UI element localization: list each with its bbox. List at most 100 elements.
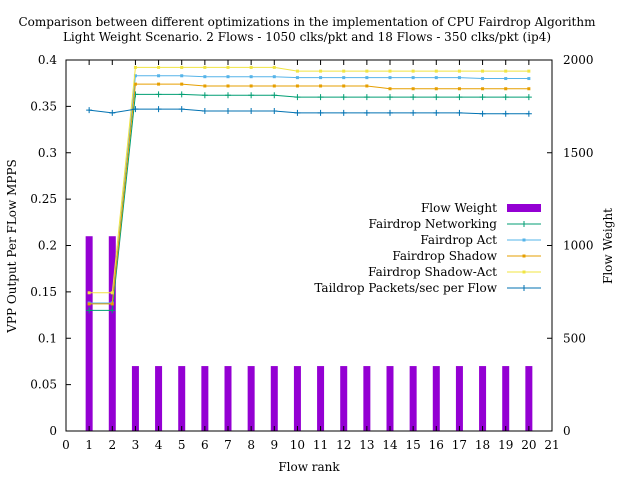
legend-marker-2: [522, 238, 526, 242]
y-tick-label-8: 0.4: [38, 53, 57, 67]
series-4-point-10: [294, 109, 301, 116]
series-3-point-7: [226, 65, 230, 69]
legend-label-2: Fairdrop Act: [420, 233, 497, 247]
x-tick-label-5: 5: [178, 438, 186, 452]
series-1-point-12: [342, 76, 346, 80]
series-1-point-6: [203, 75, 207, 79]
legend-marker-3: [522, 254, 526, 258]
ticks-layer: 0 1 2 3 4 5 6 7 8 9 10 11 12 13 14 15 16 17 18 19 20 2100.050…: [30, 53, 593, 452]
series-1-point-13: [365, 76, 369, 80]
series-3-point-8: [249, 65, 253, 69]
series-3-point-20: [527, 69, 531, 73]
series-3-point-9: [272, 65, 276, 69]
legend-label-0: Flow Weight: [421, 201, 497, 215]
bar-flow-weight-7: [224, 366, 232, 431]
legend-label-4: Fairdrop Shadow-Act: [368, 265, 497, 279]
series-3-point-16: [434, 69, 438, 73]
series-0-point-19: [502, 94, 509, 101]
series-4-point-13: [363, 109, 370, 116]
series-3-point-1: [87, 291, 91, 295]
series-0-point-9: [271, 92, 278, 99]
x-tick-label-13: 13: [359, 438, 374, 452]
series-3-point-15: [411, 69, 415, 73]
x-tick-label-2: 2: [108, 438, 116, 452]
y-tick-label-2: 0.1: [38, 331, 57, 345]
series-0-point-17: [456, 94, 463, 101]
y-axis-label: VPP Output Per FLow MPPS: [5, 159, 19, 334]
series-0-point-11: [317, 94, 324, 101]
x-tick-label-10: 10: [290, 438, 305, 452]
x-tick-label-15: 15: [406, 438, 421, 452]
x-tick-label-4: 4: [155, 438, 163, 452]
x-tick-label-1: 1: [85, 438, 93, 452]
legend-marker-5: [521, 285, 527, 291]
x-tick-label-19: 19: [498, 438, 513, 452]
y-tick-label-4: 0.2: [38, 239, 57, 253]
series-0-point-6: [201, 92, 208, 99]
series-2-point-12: [342, 84, 346, 88]
series-3-point-2: [110, 291, 114, 295]
bar-flow-weight-16: [432, 366, 440, 431]
series-2-point-9: [272, 84, 276, 88]
series-line-4: [89, 108, 529, 115]
series-4-point-6: [201, 108, 208, 115]
bar-flow-weight-20: [525, 366, 533, 431]
y2-tick-label-3: 1500: [563, 146, 594, 160]
series-4-point-14: [387, 109, 393, 116]
series-3-point-10: [295, 69, 299, 73]
series-2-point-2: [110, 302, 114, 306]
y-tick-label-0: 0: [49, 424, 57, 438]
legend-label-1: Fairdrop Networking: [368, 217, 497, 231]
series-4-point-5: [178, 106, 185, 113]
bar-flow-weight-11: [317, 366, 325, 431]
series-3-point-6: [203, 65, 207, 69]
series-0-point-15: [410, 94, 417, 101]
series-3-point-5: [180, 65, 184, 69]
series-2-point-8: [249, 84, 253, 88]
series-1-point-4: [157, 74, 161, 78]
series-1-point-15: [411, 76, 415, 80]
y-tick-label-1: 0.05: [30, 378, 57, 392]
series-0-point-7: [225, 92, 231, 99]
series-1-point-11: [319, 76, 323, 80]
series-3-point-4: [157, 65, 161, 69]
x-tick-label-14: 14: [382, 438, 398, 452]
series-2-point-17: [457, 87, 461, 91]
series-0-point-12: [340, 94, 347, 101]
series-1-point-16: [434, 76, 438, 80]
series-4-point-8: [248, 108, 255, 115]
series-4-point-1: [86, 107, 93, 114]
x-tick-label-12: 12: [336, 438, 351, 452]
series-4-point-2: [109, 109, 116, 116]
series-4-point-7: [225, 108, 231, 115]
y-tick-label-6: 0.3: [38, 146, 57, 160]
series-4-point-3: [132, 106, 139, 113]
series-2-point-7: [226, 84, 230, 88]
x-tick-label-0: 0: [62, 438, 70, 452]
series-3-point-18: [481, 69, 485, 73]
y2-tick-label-0: 0: [563, 424, 571, 438]
series-4-point-4: [155, 106, 162, 113]
series-4-point-20: [525, 110, 532, 117]
y2-tick-label-1: 500: [563, 331, 586, 345]
series-2-point-3: [133, 82, 137, 86]
series-1-point-14: [388, 76, 392, 80]
chart-title-line1: Comparison between different optimizatio…: [19, 15, 597, 29]
series-3-point-14: [388, 69, 392, 73]
bar-flow-weight-18: [479, 366, 487, 431]
bar-flow-weight-3: [131, 366, 139, 431]
series-line-3: [89, 66, 529, 294]
x-tick-label-8: 8: [247, 438, 255, 452]
x-tick-label-16: 16: [429, 438, 444, 452]
series-4-point-17: [456, 109, 463, 116]
x-tick-label-17: 17: [452, 438, 467, 452]
bar-flow-weight-5: [178, 366, 186, 431]
bar-flow-weight-6: [201, 366, 209, 431]
series-2-point-13: [365, 84, 369, 88]
series-2-point-5: [180, 82, 184, 86]
series-4-point-19: [502, 110, 509, 117]
bar-flow-weight-19: [502, 366, 510, 431]
bar-flow-weight-8: [247, 366, 255, 431]
series-2-point-19: [504, 87, 508, 91]
x-tick-label-3: 3: [132, 438, 140, 452]
